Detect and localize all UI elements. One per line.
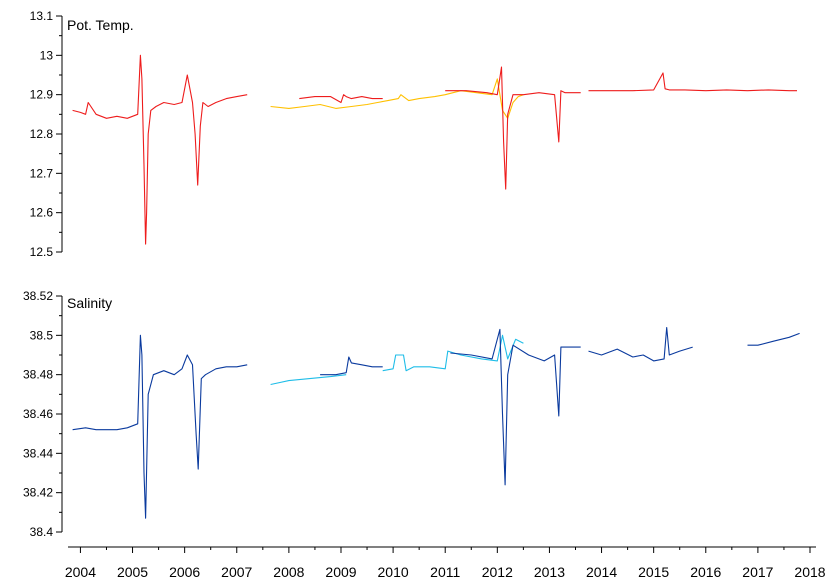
series-line-0 — [72, 334, 248, 519]
x-tick-label: 2017 — [742, 564, 773, 580]
y-tick-label: 38.42 — [23, 486, 53, 500]
y-tick-label: 38.4 — [30, 525, 54, 539]
x-tick-label: 2015 — [638, 564, 669, 580]
y-tick-label: 12.9 — [30, 88, 54, 102]
x-tick-label: 2012 — [482, 564, 513, 580]
series-line-1 — [299, 94, 383, 104]
pot-temp-series — [72, 54, 797, 245]
x-tick-label: 2010 — [378, 564, 409, 580]
series-line-6 — [747, 332, 800, 346]
x-ticks: 2004 2005 2006 2007 2008 2009 2010 2011 2012 2013… — [65, 547, 826, 580]
x-axis: 2004 2005 2006 2007 2008 2009 2010 2011 2012 2013… — [65, 546, 826, 580]
salinity-title: Salinity — [67, 295, 112, 311]
y-tick-label: 12.5 — [30, 245, 54, 259]
y-tick-label: 12.6 — [30, 206, 54, 220]
series-line-3 — [382, 334, 524, 372]
series-line-2 — [320, 356, 383, 376]
x-tick-label: 2008 — [273, 564, 304, 580]
series-line-0 — [72, 54, 248, 245]
y-tick-label: 38.44 — [23, 446, 53, 460]
x-tick-label: 2014 — [586, 564, 617, 580]
x-tick-label: 2016 — [690, 564, 721, 580]
salinity-series — [72, 326, 800, 519]
y-tick-label: 12.7 — [30, 166, 54, 180]
pot-temp-y-ticks: 12.5 12.6 12.7 12.8 12.9 13 13.1 — [30, 9, 62, 259]
series-line-4 — [588, 72, 797, 92]
x-tick-label: 2013 — [534, 564, 565, 580]
x-tick-label: 2011 — [430, 564, 460, 580]
x-tick-label: 2005 — [117, 564, 148, 580]
y-tick-label: 12.8 — [30, 127, 54, 141]
x-tick-label: 2007 — [221, 564, 252, 580]
y-tick-label: 38.46 — [23, 407, 53, 421]
y-tick-label: 38.5 — [30, 328, 54, 342]
pot-temp-title: Pot. Temp. — [67, 17, 134, 33]
x-tick-label: 2018 — [794, 564, 825, 580]
x-tick-label: 2006 — [169, 564, 200, 580]
y-tick-label: 13 — [40, 48, 54, 62]
y-tick-label: 38.52 — [23, 289, 53, 303]
series-line-2 — [270, 78, 524, 119]
x-tick-label: 2009 — [325, 564, 356, 580]
y-tick-label: 13.1 — [30, 9, 54, 23]
pot-temp-panel: Pot. Temp. 12.5 12.6 12.7 12.8 12.9 13 13.1 — [30, 9, 797, 259]
salinity-panel: Salinity 38.438.4238.4438.4638.4838.538.… — [23, 289, 800, 539]
series-line-1 — [270, 374, 347, 386]
series-line-5 — [588, 326, 693, 362]
y-tick-label: 38.48 — [23, 368, 53, 382]
x-tick-label: 2004 — [65, 564, 96, 580]
salinity-y-ticks: 38.4 38.42 38.44 38.46 38.48 38.5 38.52 — [23, 289, 62, 539]
series-line-4 — [450, 328, 581, 486]
series-line-3 — [445, 66, 581, 190]
